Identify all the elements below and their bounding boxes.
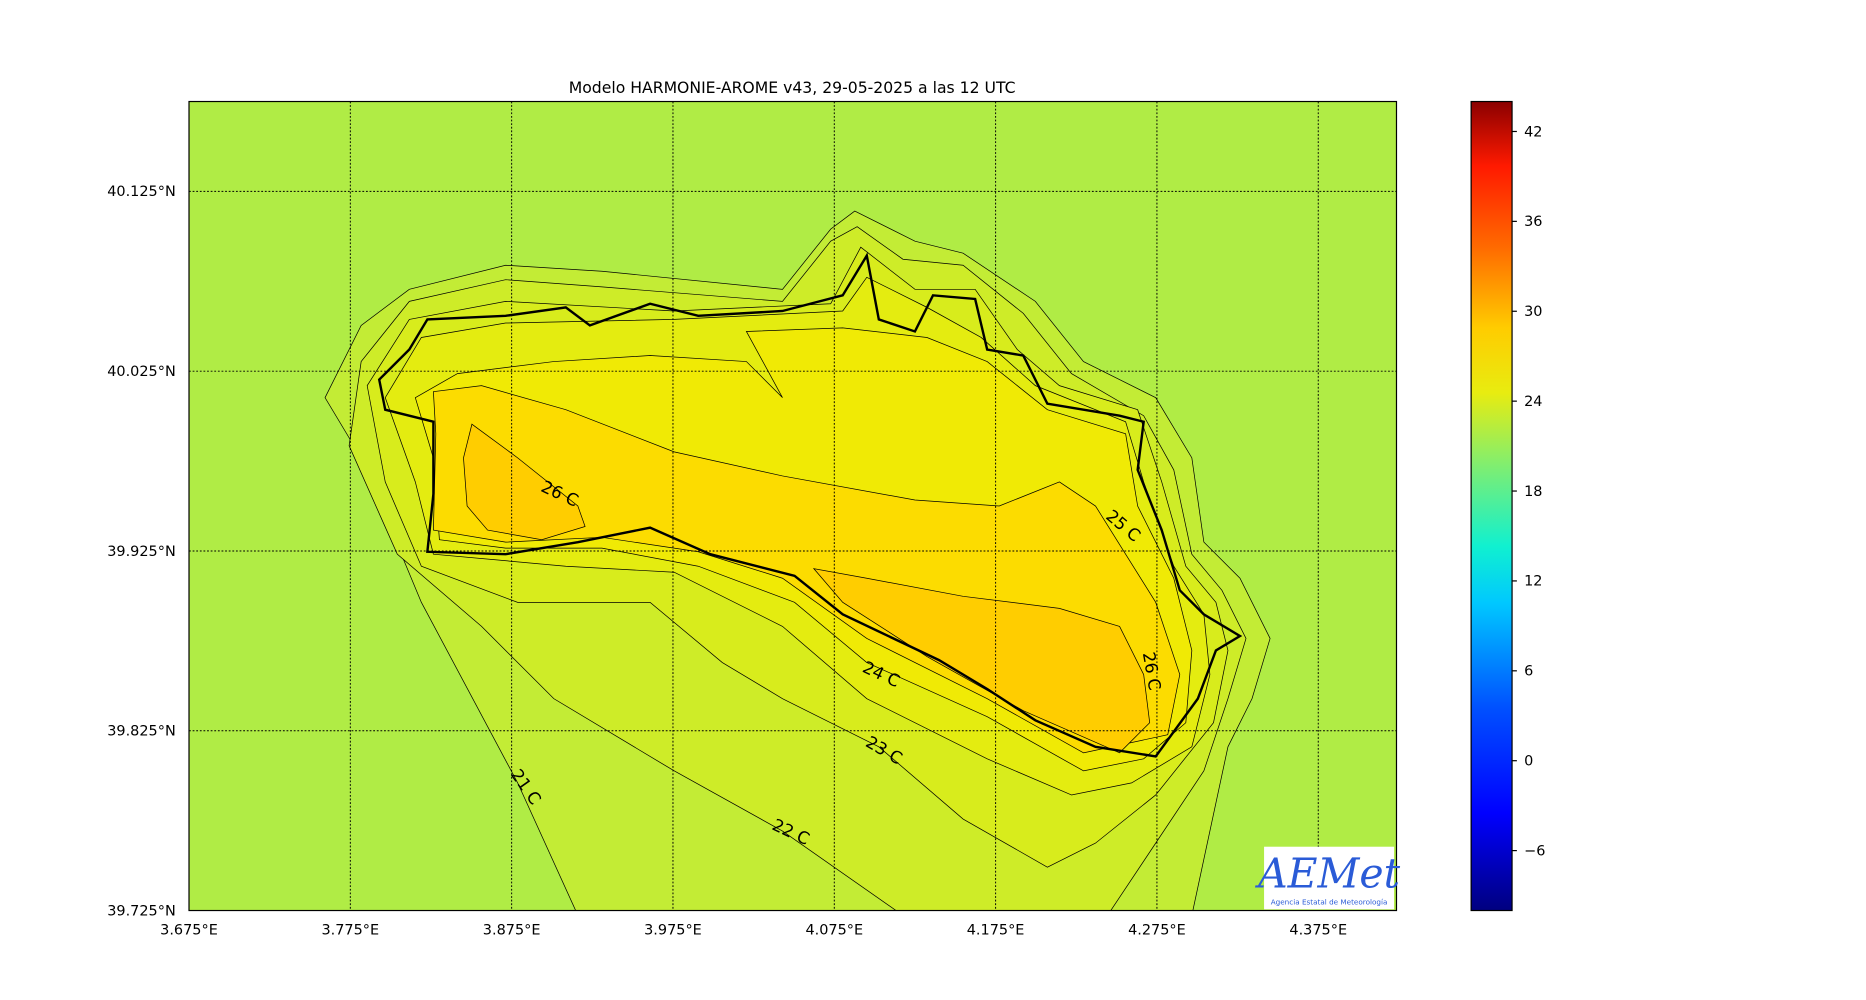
y-tick-label: 39.825°N <box>107 724 176 740</box>
map-field <box>189 101 1397 911</box>
contour-26-east <box>812 568 1151 754</box>
x-tick-label: 3.675°E <box>160 923 218 939</box>
colorbar-tick-label: 24 <box>1524 394 1542 410</box>
colorbar-tick-label: 30 <box>1524 304 1542 320</box>
title: Modelo HARMONIE-AROME v43, 29-05-2025 a … <box>569 78 1016 97</box>
x-tick-label: 3.875°E <box>483 923 541 939</box>
x-tick-label: 3.975°E <box>644 923 702 939</box>
colorbar-tick-label: 36 <box>1524 214 1542 230</box>
x-tick-label: 4.275°E <box>1128 923 1186 939</box>
contour-26-west <box>463 423 586 541</box>
logo-name: AEMet <box>1254 850 1401 898</box>
map-frame <box>188 100 1398 912</box>
logo-box <box>1264 846 1395 910</box>
colorbar-tick-label: 18 <box>1524 484 1542 500</box>
y-tick-label: 39.925°N <box>107 544 176 560</box>
logo: AEMet Agencia Estatal de Meteorología <box>1254 846 1401 910</box>
colorbar <box>1470 100 1513 912</box>
colorbar-tick-label: 42 <box>1524 124 1542 140</box>
x-tick-label: 4.175°E <box>967 923 1025 939</box>
y-tick-label: 40.025°N <box>107 364 176 380</box>
colorbar-tick-label: 6 <box>1524 664 1533 680</box>
logo-subtitle: Agencia Estatal de Meteorología <box>1271 898 1388 907</box>
x-tick-label: 4.375°E <box>1289 923 1347 939</box>
y-tick-label: 40.125°N <box>107 184 176 200</box>
colorbar-tick-label: −6 <box>1524 843 1545 859</box>
x-tick-label: 4.075°E <box>805 923 863 939</box>
coastline <box>377 252 1243 758</box>
x-tick-label: 3.775°E <box>321 923 379 939</box>
y-tick-label: 39.725°N <box>107 903 176 919</box>
colorbar-tick-label: 12 <box>1524 574 1542 590</box>
colorbar-tick-label: 0 <box>1524 754 1533 770</box>
